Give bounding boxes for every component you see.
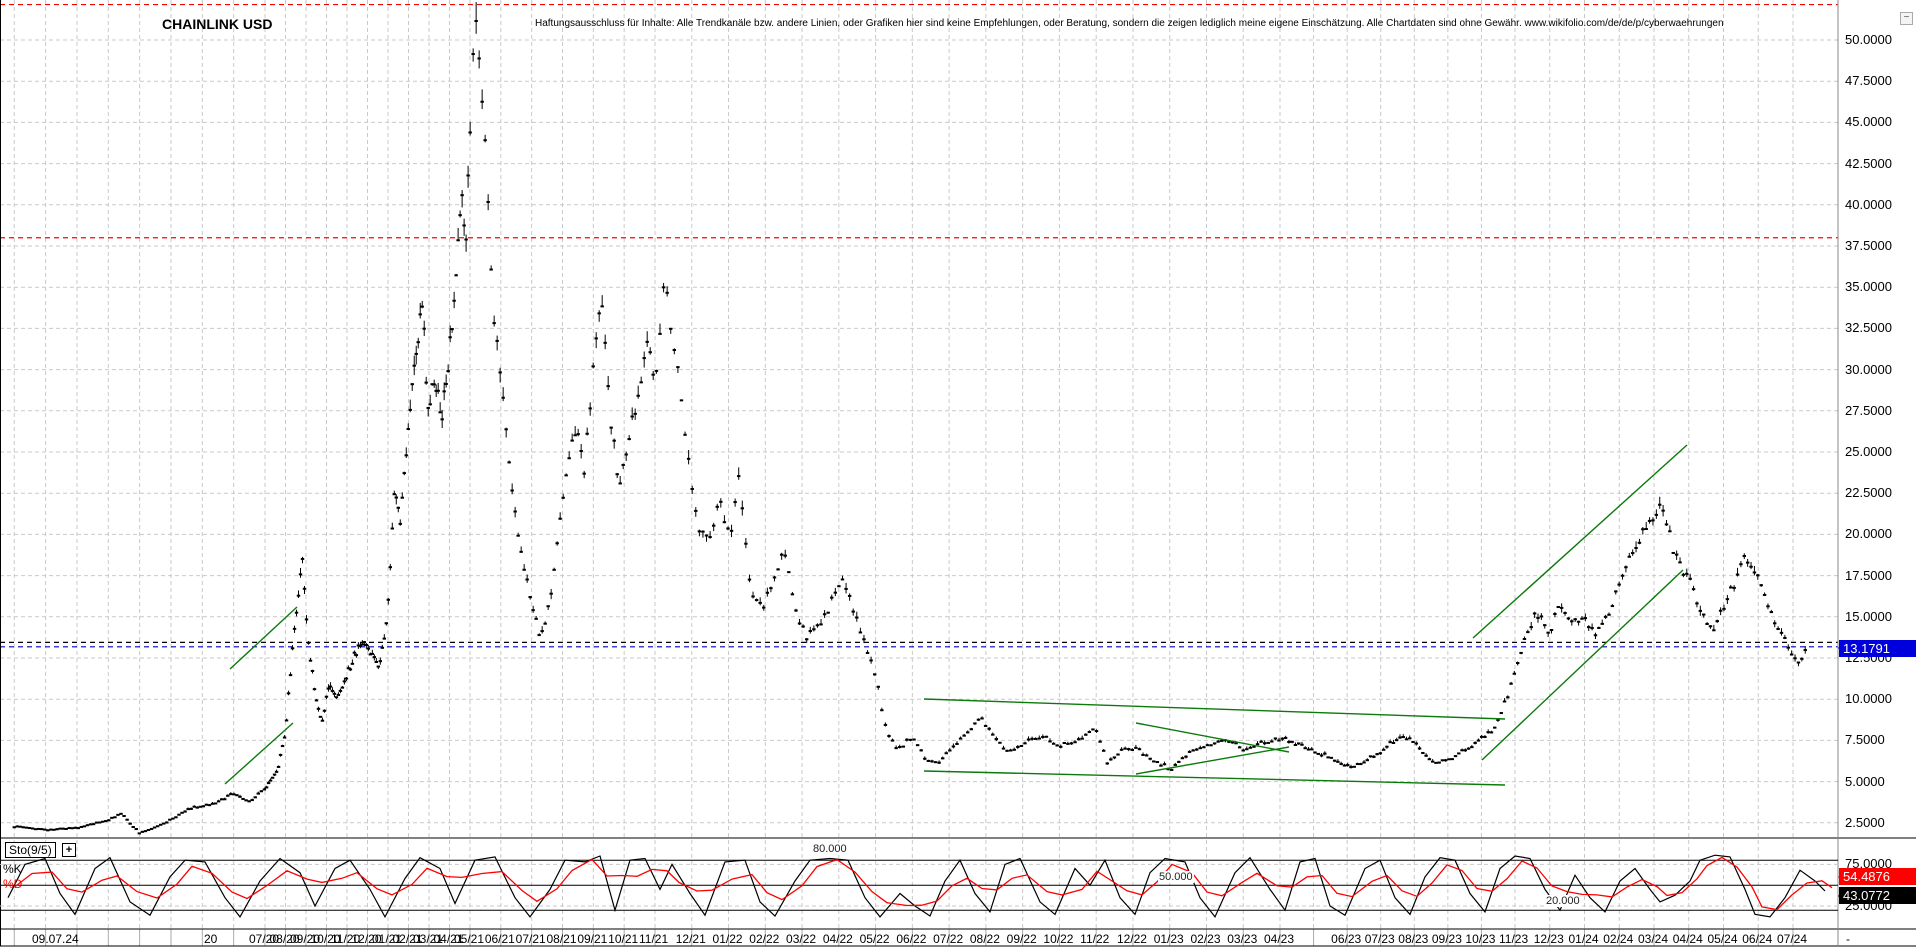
x-axis-month-label: 02/24 xyxy=(1603,932,1634,946)
price-tick-label: 25.0000 xyxy=(1845,444,1892,459)
d-line xyxy=(14,856,1833,911)
price-tick-label: 20.0000 xyxy=(1845,526,1892,542)
x-axis-date-label: 09.07.24 xyxy=(32,932,79,946)
x-axis-month-label: 02/23 xyxy=(1190,932,1221,946)
x-axis-month-label: 01/21 xyxy=(372,932,403,946)
price-tick-label: 35.0000 xyxy=(1845,279,1892,295)
x-axis-fragment-label: 20 xyxy=(204,932,218,946)
x-axis-month-label: 11/20 xyxy=(331,932,361,946)
x-axis-month-label: 04/22 xyxy=(822,932,853,946)
x-axis-month-label: 01/23 xyxy=(1153,932,1184,946)
x-axis-month-label: 08/22 xyxy=(969,932,1000,946)
x-axis-month-label: 04/23 xyxy=(1264,932,1295,946)
x-axis-month-label: 10/20 xyxy=(310,932,341,946)
x-axis-month-label: 06/24 xyxy=(1742,932,1773,946)
x-axis-month-label: 08/21 xyxy=(546,932,577,946)
price-tick-label: 27.5000 xyxy=(1845,402,1892,418)
x-axis-month-label: 09/20 xyxy=(290,932,321,946)
x-axis-month-label: 05/21 xyxy=(454,932,485,946)
x-axis-month-label: 10/23 xyxy=(1465,932,1496,946)
sto-tick-label: 75.0000 xyxy=(1845,856,1892,872)
x-axis-month-label: 01/24 xyxy=(1568,932,1599,946)
price-tick-label: 32.5000 xyxy=(1845,320,1892,336)
x-axis-month-label: 12/23 xyxy=(1533,932,1564,946)
x-axis-month-label: 04/24 xyxy=(1672,932,1703,946)
price-tick-label: 37.5000 xyxy=(1845,238,1892,253)
x-axis-month-label: 05/22 xyxy=(859,932,890,946)
price-tick-label: 15.0000 xyxy=(1845,608,1892,624)
minimize-icon[interactable]: − xyxy=(1900,12,1913,25)
x-axis-month-label: 11/23 xyxy=(1499,932,1529,946)
x-axis-month-label: 11/21 xyxy=(639,932,669,946)
sto-level-20-label: 20.000 xyxy=(1545,895,1581,907)
price-tick-label: 40.0000 xyxy=(1845,196,1892,212)
x-axis-month-label: 07/22 xyxy=(933,932,964,946)
sto-tick-label: 25.0000 xyxy=(1845,898,1892,914)
x-axis-month-label: 12/22 xyxy=(1116,932,1147,946)
x-axis-month-label: 09/22 xyxy=(1006,932,1037,946)
x-axis-month-label: 08/23 xyxy=(1398,932,1429,946)
stochastic-k-value-badge: 43.0772 xyxy=(1839,887,1916,904)
x-axis-month-label: 09/23 xyxy=(1431,932,1462,946)
x-axis-month-label: 07/21 xyxy=(515,932,546,946)
x-axis-month-label: 07/20 xyxy=(249,932,280,946)
x-axis-month-label: 09/21 xyxy=(577,932,608,946)
x-axis-month-label: 11/22 xyxy=(1080,932,1110,946)
sto-level-50-label: 50.000 xyxy=(1158,871,1194,883)
indicator-settings-button[interactable]: Sto(9/5) xyxy=(5,842,56,858)
price-tick-label: 22.5000 xyxy=(1845,485,1892,501)
k-line-legend: %K xyxy=(3,862,22,876)
x-axis-month-label: 03/22 xyxy=(786,932,817,946)
price-tick-label: 30.0000 xyxy=(1845,361,1892,377)
x-axis-month-label: 10/21 xyxy=(608,932,639,946)
price-tick-label: 7.5000 xyxy=(1845,732,1885,748)
symbol-title: CHAINLINK USD xyxy=(162,16,273,32)
x-axis-month-label: 05/24 xyxy=(1707,932,1738,946)
x-axis-month-label: 06/21 xyxy=(484,932,515,946)
current-price-badge: 13.1791 xyxy=(1839,640,1916,657)
x-axis-month-label: 08/20 xyxy=(269,932,300,946)
x-axis-month-label: 03/21 xyxy=(413,932,444,946)
disclaimer-text: Haftungsausschluss für Inhalte: Alle Tre… xyxy=(535,18,1724,29)
add-indicator-icon[interactable]: + xyxy=(62,843,76,857)
x-axis-month-label: 07/23 xyxy=(1364,932,1395,946)
x-axis-month-label: 06/23 xyxy=(1331,932,1362,946)
x-axis-month-label: 03/23 xyxy=(1227,932,1258,946)
price-tick-label: 2.5000 xyxy=(1845,814,1885,830)
price-tick-label: 17.5000 xyxy=(1845,567,1892,583)
price-tick-label: 10.0000 xyxy=(1845,691,1892,707)
price-tick-label: 50.0000 xyxy=(1845,32,1892,47)
x-axis-month-label: 07/24 xyxy=(1777,932,1808,946)
x-axis-month-label: 04/21 xyxy=(433,932,464,946)
d-line-legend: %D xyxy=(3,877,23,891)
price-tick-label: 47.5000 xyxy=(1845,73,1892,89)
x-axis-month-label: 03/24 xyxy=(1638,932,1669,946)
price-tick-label: 45.0000 xyxy=(1845,114,1892,130)
x-axis-month-label: 06/22 xyxy=(896,932,927,946)
sto-level-80-label: 80.000 xyxy=(812,843,848,855)
x-axis-month-label: 01/22 xyxy=(712,932,743,946)
stochastic-d-value-badge: 54.4876 xyxy=(1839,868,1916,885)
x-axis-month-label: 12/20 xyxy=(351,932,382,946)
x-axis-month-label: 10/22 xyxy=(1043,932,1074,946)
x-axis-month-label: 02/21 xyxy=(392,932,423,946)
x-axis-month-label: 12/21 xyxy=(675,932,706,946)
price-tick-label: 5.0000 xyxy=(1845,773,1885,789)
candles xyxy=(12,2,1807,835)
price-tick-label: 42.5000 xyxy=(1845,155,1892,171)
x-axis-month-label: 02/22 xyxy=(749,932,780,946)
x-axis-last-label: - xyxy=(1846,932,1850,946)
